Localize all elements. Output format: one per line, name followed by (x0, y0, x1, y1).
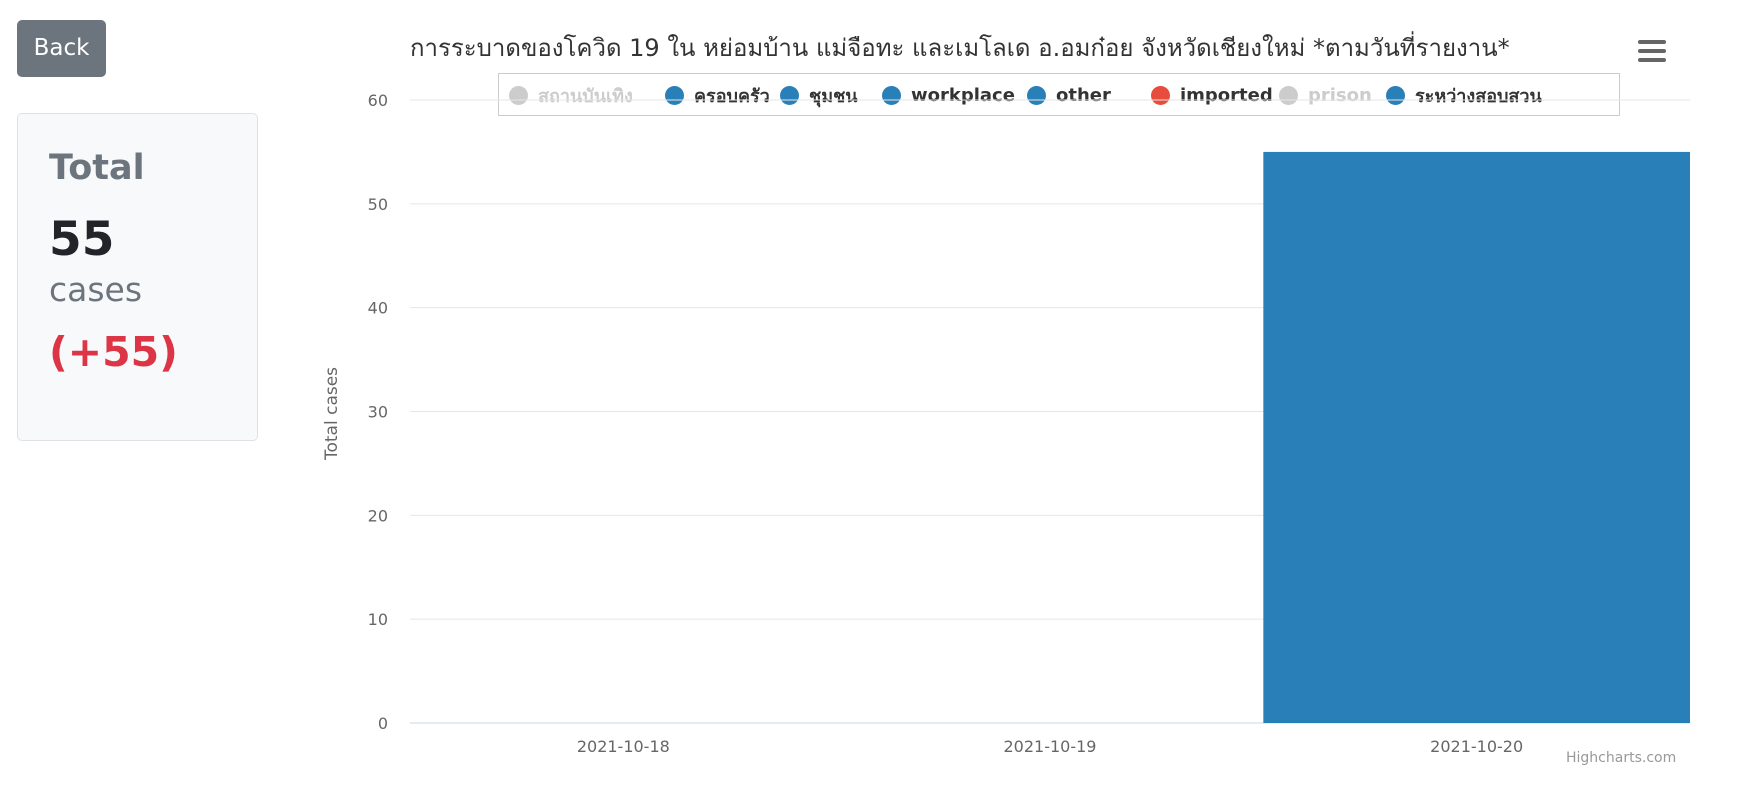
y-tick-label: 30 (368, 403, 388, 422)
total-unit: cases (49, 270, 143, 309)
total-value: 55 (49, 212, 115, 267)
x-tick-label: 2021-10-20 (1430, 737, 1523, 756)
hamburger-menu-icon[interactable] (1638, 40, 1666, 62)
legend-label: ชุมชน (809, 86, 858, 107)
back-button[interactable]: Back (17, 20, 106, 77)
x-tick-label: 2021-10-19 (1004, 737, 1097, 756)
chart-credits-link[interactable]: Highcharts.com (1566, 750, 1677, 766)
chart-legend: สถานบันเทิง ครอบครัว ชุมชน workplace other im… (498, 73, 1620, 116)
y-tick-label: 0 (378, 714, 388, 733)
legend-label: ครอบครัว (694, 86, 770, 107)
legend-label: workplace (911, 85, 1015, 106)
y-tick-label: 10 (368, 610, 388, 629)
x-tick-label: 2021-10-18 (577, 737, 670, 756)
y-tick-label: 60 (368, 91, 388, 110)
total-delta: (+55) (49, 328, 178, 376)
total-summary-card: Total 55 cases (+55) (17, 113, 258, 441)
y-tick-label: 40 (368, 299, 388, 318)
bar (1263, 151, 1690, 723)
legend-label: สถานบันเทิง (538, 86, 633, 107)
legend-label: prison (1308, 85, 1372, 106)
legend-label: ระหว่างสอบสวน (1415, 86, 1542, 107)
y-tick-label: 50 (368, 195, 388, 214)
chart-title: การระบาดของโควิด 19 ใน หย่อมบ้าน แม่จือท… (410, 34, 1510, 62)
y-tick-label: 20 (368, 506, 388, 525)
legend-label: imported (1180, 85, 1273, 106)
y-axis-title: Total cases (322, 366, 342, 460)
total-label: Total (49, 148, 145, 188)
legend-label: other (1056, 85, 1111, 106)
